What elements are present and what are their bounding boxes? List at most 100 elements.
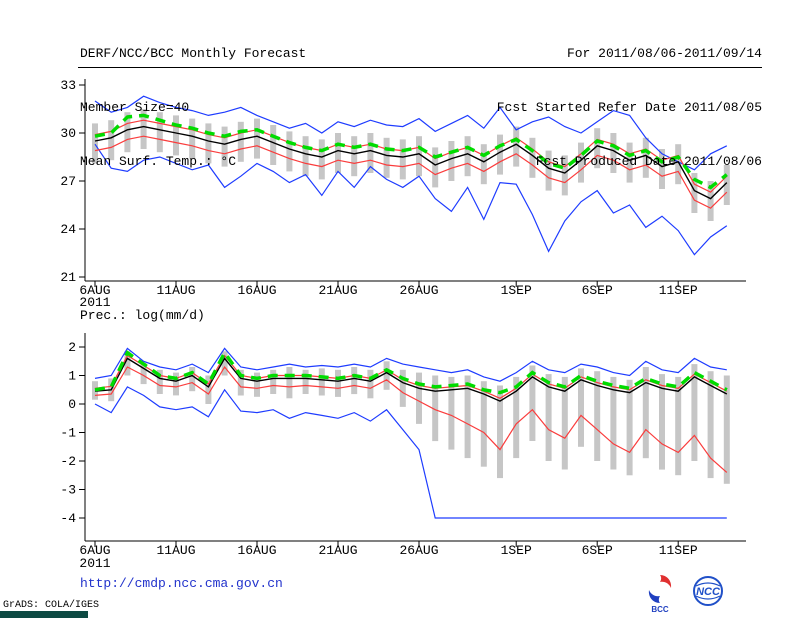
spread-bar <box>335 369 341 397</box>
spread-bar <box>561 376 568 470</box>
spread-bar <box>480 144 487 185</box>
spread-bar <box>286 367 293 399</box>
chart-title: DERF/NCC/BCC Monthly Forecast <box>80 46 307 61</box>
spread-bar <box>529 137 536 178</box>
spread-bar <box>432 375 439 442</box>
spread-bar <box>529 365 536 441</box>
temp-panel-title: Mean Surf. Temp.: °C <box>80 154 237 169</box>
bcc-logo: BCC <box>648 575 672 614</box>
series-blue-upper-envelope <box>94 347 727 382</box>
y-tick-label: 27 <box>60 174 76 189</box>
spread-bar <box>723 375 730 484</box>
spread-bar <box>513 376 520 459</box>
y-tick-label: 21 <box>60 270 76 285</box>
spread-bar <box>254 118 260 159</box>
spread-bar <box>432 147 439 188</box>
spread-bar <box>464 375 471 459</box>
ncc-logo-arc-bottom <box>695 595 721 600</box>
spread-bar <box>237 369 244 396</box>
x-tick-label: 26AUG <box>399 283 438 298</box>
spread-bar <box>92 381 98 400</box>
prec-panel-title: Prec.: log(mm/d) <box>80 308 205 323</box>
spread-bar <box>578 142 584 183</box>
y-tick-label: 0 <box>68 397 76 412</box>
x-tick-label: 21AUG <box>318 283 357 298</box>
spread-bar <box>237 121 244 162</box>
spread-bar <box>610 376 617 470</box>
spread-bar <box>205 375 212 404</box>
series-blue-lower-envelope <box>94 143 728 256</box>
spread-bar <box>92 123 98 164</box>
spread-bar <box>561 155 568 196</box>
spread-bar <box>351 136 358 177</box>
spread-bar <box>221 126 228 167</box>
y-tick-label: -2 <box>60 454 76 469</box>
spread-bar <box>464 136 471 177</box>
x-tick-label: 11SEP <box>659 543 698 558</box>
spread-bar <box>189 118 196 159</box>
header-right: For 2011/08/06-2011/09/14 Fcst Started R… <box>497 9 762 207</box>
x-axis-year-label: 2011 <box>79 556 110 571</box>
site-url: http://cmdp.ncc.cma.gov.cn <box>80 576 283 591</box>
produced-date-label: Fcst Produced Date 2011/08/06 <box>535 154 762 169</box>
x-axis-year-label: 2011 <box>79 295 110 310</box>
spread-bar <box>659 149 665 189</box>
spread-bar <box>286 131 293 172</box>
spread-bar <box>416 136 422 177</box>
refer-date-label: Fcst Started Refer Date 2011/08/05 <box>496 100 762 115</box>
x-tick-label: 11AUG <box>156 543 195 558</box>
spread-bar <box>594 128 601 169</box>
y-tick-label: 2 <box>68 340 76 355</box>
spread-bar <box>448 376 455 450</box>
series-green-dashed-line <box>94 113 728 190</box>
spread-bar <box>156 369 163 394</box>
series-black-mean-line <box>94 125 728 200</box>
series-green-dashed-line <box>94 349 728 395</box>
spread-bar <box>318 368 325 396</box>
x-tick-label: 26AUG <box>399 543 438 558</box>
spread-bar <box>675 376 682 476</box>
x-tick-label: 6AUG <box>79 283 110 298</box>
header-divider <box>78 67 762 68</box>
bcc-logo-red-swirl <box>660 575 672 588</box>
spread-bar <box>497 385 503 479</box>
spread-bar <box>189 367 196 392</box>
spread-bar <box>302 369 309 394</box>
spread-bar <box>140 109 147 149</box>
spread-bar <box>124 351 131 376</box>
x-tick-label: 11SEP <box>659 283 698 298</box>
x-tick-label: 6AUG <box>79 543 110 558</box>
y-tick-label: 33 <box>60 78 76 93</box>
spread-bar <box>221 351 228 376</box>
spread-bar <box>367 133 374 173</box>
bcc-logo-label: BCC <box>651 605 669 614</box>
spread-bar <box>351 367 358 395</box>
grads-credit: GrADS: COLA/IGES <box>3 600 100 611</box>
spread-bar <box>399 369 406 407</box>
spread-bar <box>108 120 115 161</box>
spread-bar <box>302 136 309 177</box>
x-tick-label: 16AUG <box>237 543 276 558</box>
spread-bar <box>480 381 487 467</box>
spread-bar <box>383 137 390 178</box>
spread-bar <box>723 165 730 205</box>
x-tick-label: 1SEP <box>501 543 532 558</box>
x-tick-label: 11AUG <box>156 283 195 298</box>
bcc-logo-blue-swirl <box>648 590 660 603</box>
y-tick-label: -4 <box>60 511 76 526</box>
spread-bar <box>416 372 422 424</box>
spread-bar <box>691 173 698 213</box>
series-blue-upper-envelope <box>94 95 728 171</box>
ncc-logo-label: NCC <box>696 586 721 598</box>
spread-bar <box>383 361 390 390</box>
spread-bar <box>173 372 179 396</box>
spread-bar <box>707 371 714 479</box>
x-tick-label: 1SEP <box>501 283 532 298</box>
spread-bar <box>545 150 552 191</box>
y-tick-label: 1 <box>68 369 76 384</box>
spread-bar <box>173 115 179 156</box>
ncc-logo: NCC <box>693 576 723 606</box>
